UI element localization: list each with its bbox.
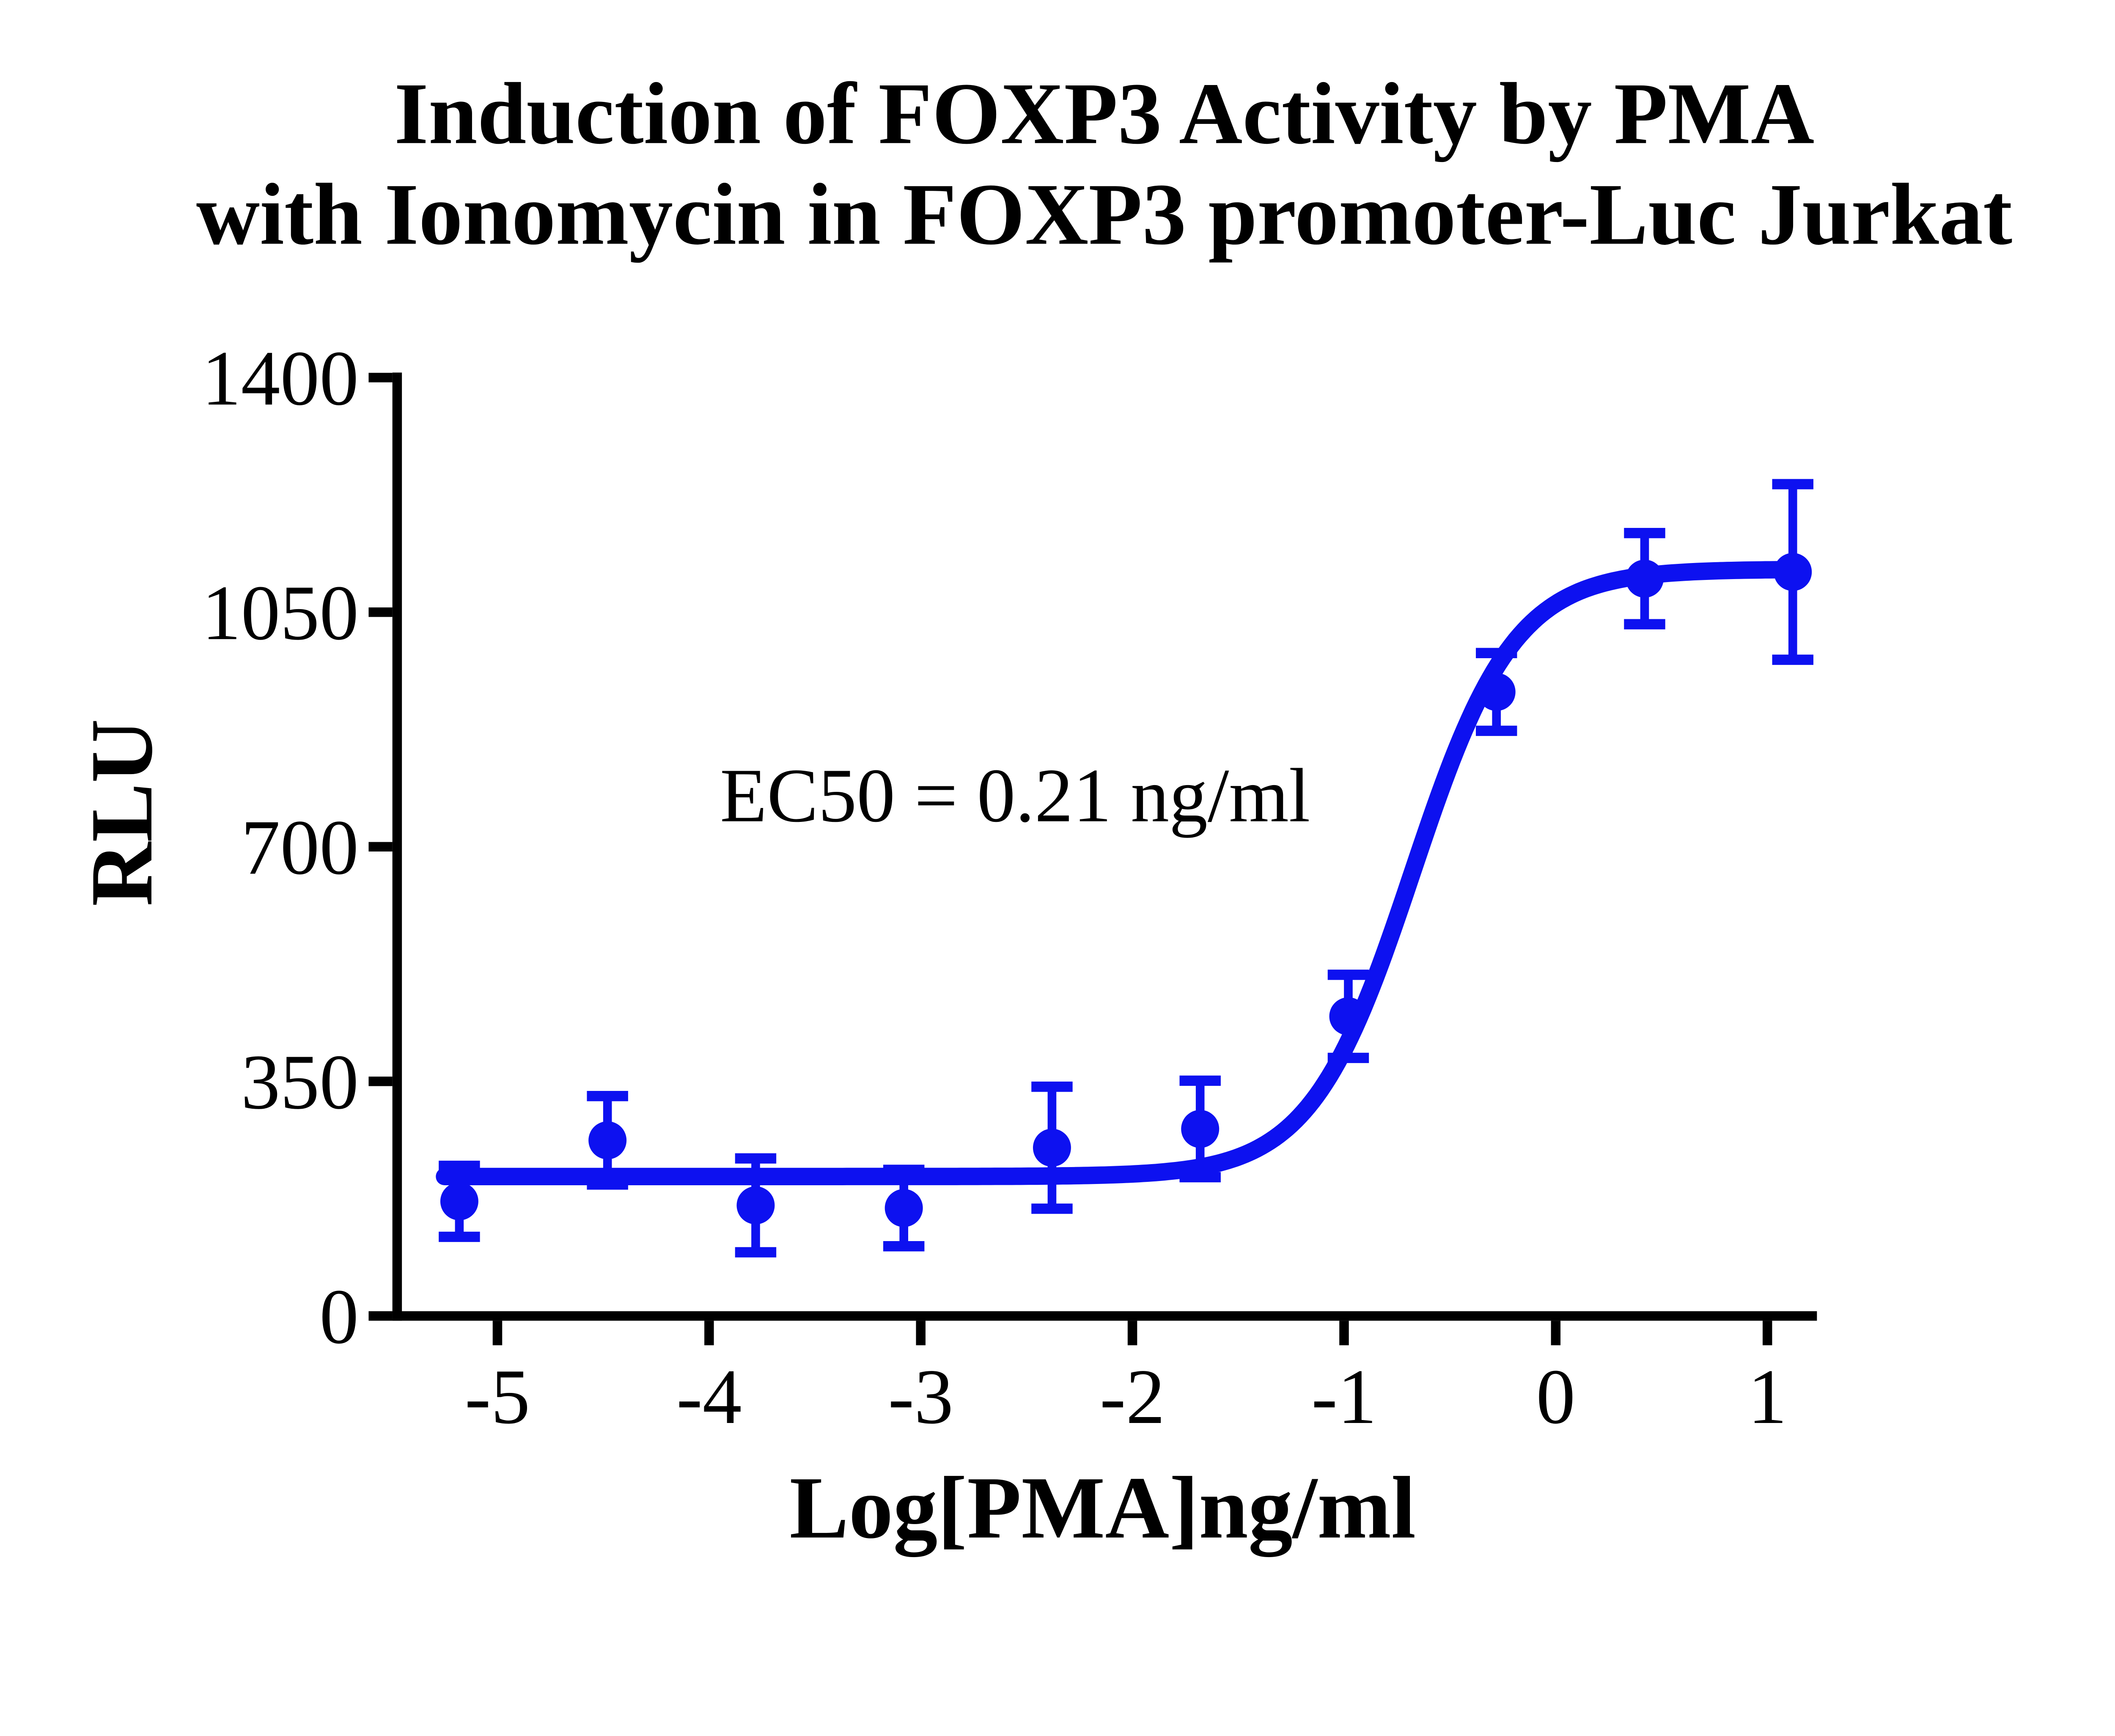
data-point-marker [1033, 1129, 1071, 1167]
x-tick-label: -5 [465, 1354, 530, 1440]
x-tick-label: 0 [1536, 1354, 1575, 1440]
data-point-marker [1329, 997, 1368, 1036]
x-tick-label: 1 [1748, 1354, 1787, 1440]
x-tick-label: -1 [1311, 1354, 1377, 1440]
chart-figure: 0 350 700 1050 1400 -5 -4 -3 -2 -1 0 1 Induction of… [72, 65, 2013, 1557]
y-axis-title: RLU [72, 719, 171, 906]
data-point-marker [1626, 559, 1664, 598]
y-tick-label: 350 [241, 1039, 359, 1126]
data-point-marker [440, 1182, 478, 1220]
data-point-marker [1774, 553, 1812, 591]
chart-title-line1: Induction of FOXP3 Activity by PMA [394, 65, 1815, 163]
data-point-marker [884, 1189, 923, 1227]
y-tick-label: 1400 [202, 335, 359, 422]
x-axis-title: Log[PMA]ng/ml [789, 1459, 1416, 1557]
x-tick-label: -3 [888, 1354, 953, 1440]
data-point-marker [736, 1186, 775, 1225]
data-point-marker [588, 1121, 627, 1159]
data-point-marker [1477, 673, 1516, 711]
y-tick-label: 0 [319, 1274, 359, 1360]
x-tick-label: -2 [1100, 1354, 1165, 1440]
x-tick-label: -4 [676, 1354, 742, 1440]
chart-title-line2: with Ionomycin in FOXP3 promoter-Luc Jur… [196, 165, 2013, 264]
data-point-marker [1181, 1110, 1220, 1148]
y-tick-label: 1050 [202, 570, 359, 656]
ec50-annotation: EC50 = 0.21 ng/ml [720, 753, 1310, 838]
chart-canvas: 0 350 700 1050 1400 -5 -4 -3 -2 -1 0 1 [202, 335, 1817, 1440]
y-tick-label: 700 [241, 804, 359, 891]
fit-curve [436, 561, 1799, 1186]
